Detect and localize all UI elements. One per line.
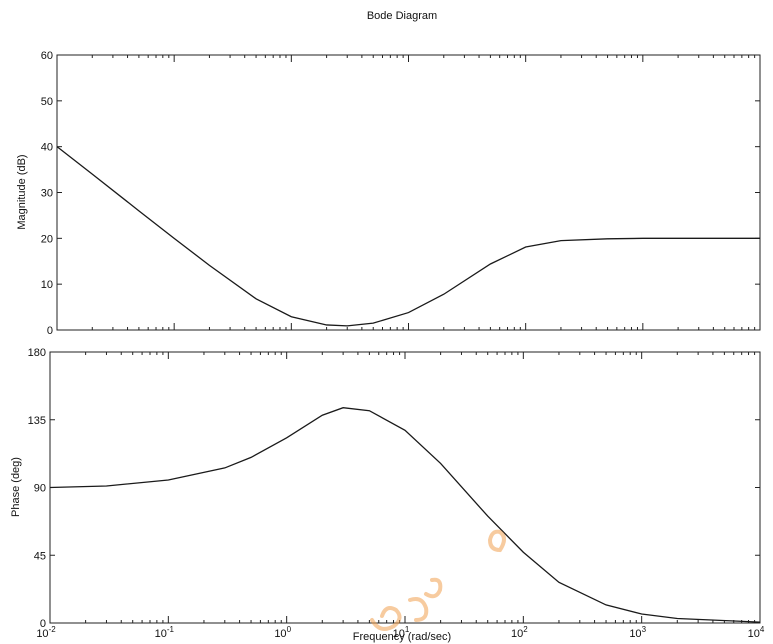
phase-y-tick-label: 180 <box>28 347 46 359</box>
magnitude-plot: 0 10 20 30 40 50 60 Magnitude (dB) <box>16 50 761 337</box>
phase-plot: 0 45 90 135 180 Phase (deg) <box>10 347 761 630</box>
magnitude-y-axis-label: Magnitude (dB) <box>16 154 28 229</box>
x-tick-label: 103 <box>629 625 646 640</box>
x-tick-label: 104 <box>748 625 765 640</box>
magnitude-y-tick-label: 0 <box>47 325 53 337</box>
magnitude-y-tick-label: 40 <box>41 142 53 154</box>
phase-y-tick-label: 45 <box>34 550 46 562</box>
phase-y-axis-label: Phase (deg) <box>10 457 22 517</box>
magnitude-y-tick-label: 20 <box>41 233 53 245</box>
x-tick-labels: 10-2 10-1 100 101 102 103 104 <box>36 625 765 640</box>
chart-title: Bode Diagram <box>367 10 437 22</box>
phase-curve <box>49 407 761 623</box>
phase-y-tick-label: 135 <box>28 415 46 427</box>
phase-y-tick-label: 90 <box>34 483 46 495</box>
x-tick-label: 10-2 <box>36 625 56 640</box>
x-tick-label: 10-1 <box>155 625 175 640</box>
x-tick-label: 100 <box>274 625 291 640</box>
magnitude-y-tick-label: 10 <box>41 279 53 291</box>
x-axis-label: Frequency (rad/sec) <box>353 631 451 643</box>
x-tick-label: 101 <box>393 625 410 640</box>
magnitude-y-tick-label: 30 <box>41 188 53 200</box>
magnitude-curve <box>56 146 760 327</box>
magnitude-plot-frame <box>56 54 761 331</box>
magnitude-y-tick-label: 50 <box>41 96 53 108</box>
watermark-mark <box>370 529 506 631</box>
x-tick-label: 102 <box>511 625 528 640</box>
phase-y-tick-label: 0 <box>40 618 46 630</box>
magnitude-y-tick-label: 60 <box>41 50 53 62</box>
phase-plot-frame <box>49 351 761 624</box>
